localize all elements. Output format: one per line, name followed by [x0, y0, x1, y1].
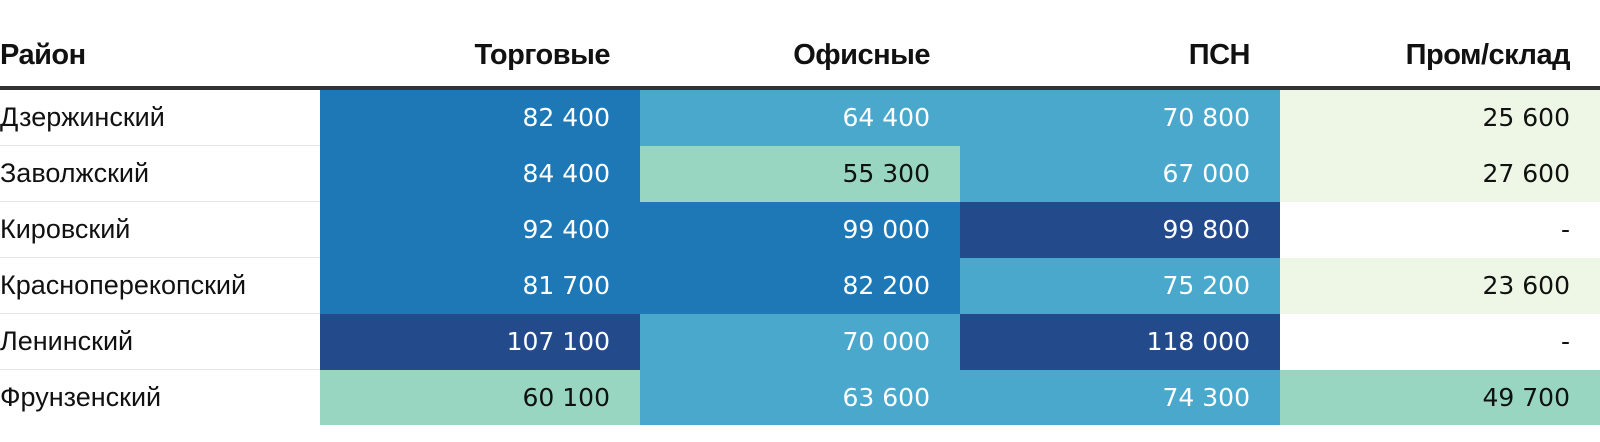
column-header-district: Район [0, 24, 320, 90]
heat-cell-retail: 107 100 [320, 313, 640, 370]
heat-cell-industrial: 23 600 [1280, 257, 1600, 314]
heat-cell-industrial: 27 600 [1280, 145, 1600, 202]
table-row: Кировский 92 400 99 000 99 800- [0, 201, 1600, 258]
column-header-office: Офисные [640, 24, 960, 90]
heat-cell-psn: 118 000 [960, 313, 1280, 370]
heat-cell-retail: 84 400 [320, 145, 640, 202]
district-label: Ленинский [0, 313, 320, 370]
district-label: Заволжский [0, 145, 320, 202]
heatmap-table: Район Торговые Офисные ПСН Пром/склад Дз… [0, 24, 1600, 425]
heat-cell-retail: 60 100 [320, 369, 640, 425]
heat-cell-office: 63 600 [640, 369, 960, 425]
heat-cell-psn: 67 000 [960, 145, 1280, 202]
heat-cell-retail: 81 700 [320, 257, 640, 314]
heat-cell-office: 99 000 [640, 201, 960, 258]
heat-cell-office: 82 200 [640, 257, 960, 314]
column-header-psn: ПСН [960, 24, 1280, 90]
heat-cell-psn: 99 800 [960, 201, 1280, 258]
header-row: Район Торговые Офисные ПСН Пром/склад [0, 24, 1600, 90]
heat-cell-office: 64 400 [640, 88, 960, 146]
heat-cell-psn: 70 800 [960, 88, 1280, 146]
table-row: Ленинский 107 100 70 000 118 000- [0, 313, 1600, 370]
column-header-industrial: Пром/склад [1280, 24, 1600, 90]
district-label: Красноперекопский [0, 257, 320, 314]
table-body: Дзержинский 82 400 64 400 70 800 25 600 Завол… [0, 88, 1600, 425]
district-label: Кировский [0, 201, 320, 258]
heat-cell-retail: 82 400 [320, 88, 640, 146]
column-header-retail: Торговые [320, 24, 640, 90]
heat-cell-industrial: - [1280, 313, 1600, 370]
heat-cell-psn: 75 200 [960, 257, 1280, 314]
heat-cell-industrial: 49 700 [1280, 369, 1600, 425]
heat-cell-retail: 92 400 [320, 201, 640, 258]
table-row: Красноперекопский 81 700 82 200 75 200 23 60… [0, 257, 1600, 314]
heat-cell-psn: 74 300 [960, 369, 1280, 425]
heat-cell-industrial: - [1280, 201, 1600, 258]
table-row: Дзержинский 82 400 64 400 70 800 25 600 [0, 88, 1600, 146]
heat-cell-office: 55 300 [640, 145, 960, 202]
table-row: Заволжский 84 400 55 300 67 000 27 600 [0, 145, 1600, 202]
heat-cell-industrial: 25 600 [1280, 88, 1600, 146]
table-row: Фрунзенский 60 100 63 600 74 300 49 700 [0, 369, 1600, 425]
heat-cell-office: 70 000 [640, 313, 960, 370]
district-label: Фрунзенский [0, 382, 162, 412]
district-label: Дзержинский [0, 88, 320, 146]
